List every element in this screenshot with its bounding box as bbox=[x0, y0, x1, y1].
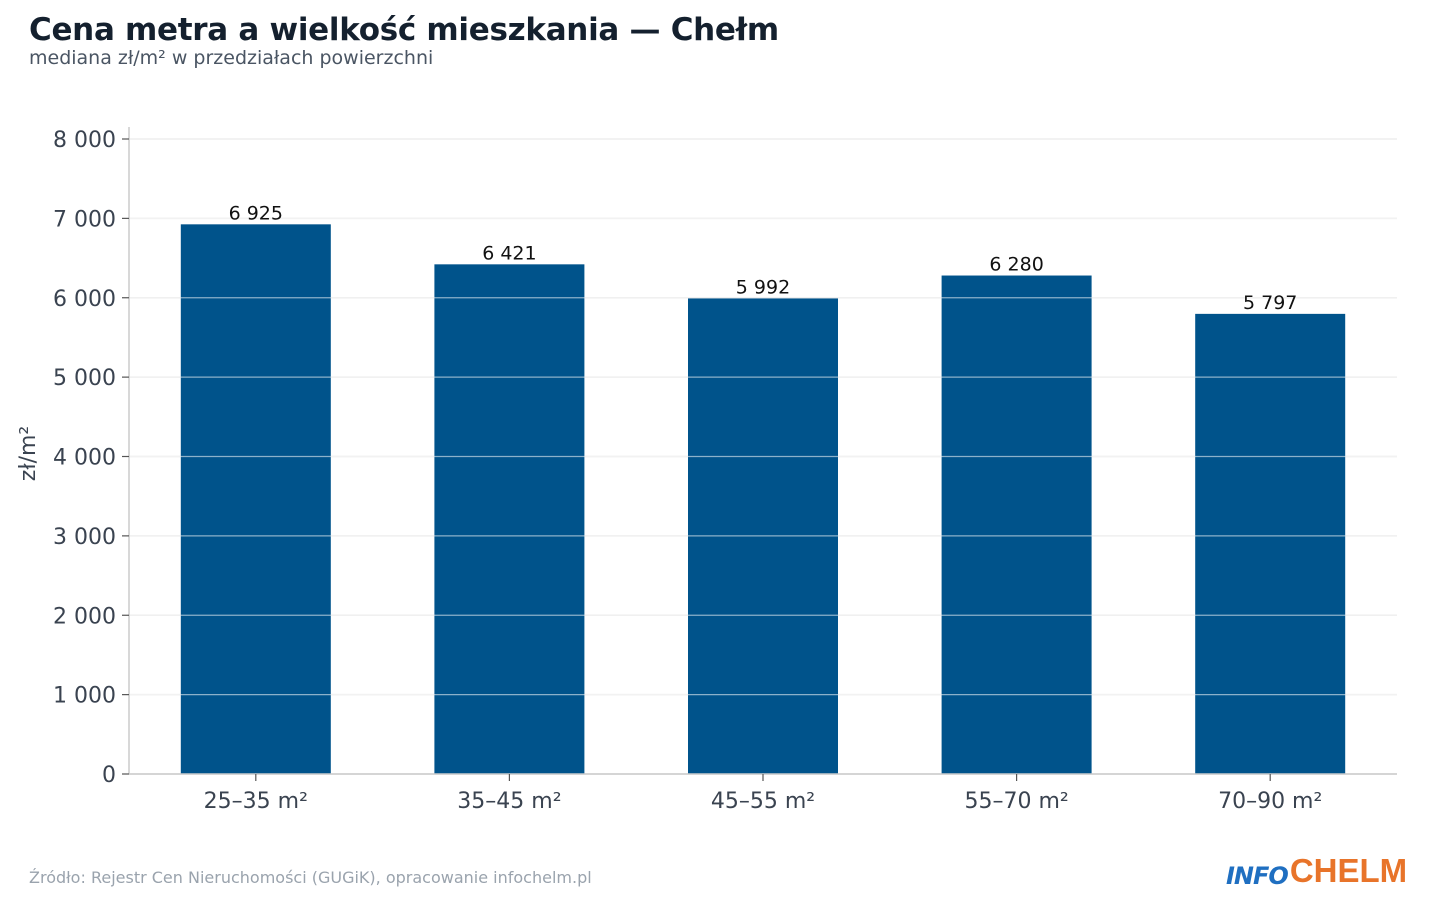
bar bbox=[434, 264, 585, 774]
y-tick-label: 5 000 bbox=[53, 366, 116, 391]
y-axis-title: zł/m² bbox=[16, 426, 41, 481]
data-label: 6 421 bbox=[482, 242, 536, 264]
y-tick-label: 7 000 bbox=[53, 207, 116, 232]
y-tick-label: 0 bbox=[102, 763, 116, 788]
data-label: 6 925 bbox=[229, 202, 283, 224]
y-tick-label: 4 000 bbox=[53, 446, 116, 471]
x-tick-label: 25–35 m² bbox=[204, 789, 308, 814]
bar bbox=[1195, 313, 1346, 774]
data-label: 6 280 bbox=[989, 254, 1043, 276]
y-tick-label: 2 000 bbox=[53, 604, 116, 629]
bar bbox=[180, 224, 331, 774]
y-tick-label: 6 000 bbox=[53, 287, 116, 312]
source-note: Źródło: Rejestr Cen Nieruchomości (GUGiK… bbox=[29, 868, 592, 887]
y-tick-label: 8 000 bbox=[53, 128, 116, 153]
bar bbox=[941, 275, 1092, 774]
y-tick-label: 1 000 bbox=[53, 684, 116, 709]
chart-title: Cena metra a wielkość mieszkania — Chełm bbox=[29, 12, 779, 48]
logo-info-text: INFO bbox=[1226, 862, 1289, 890]
x-tick-label: 45–55 m² bbox=[711, 789, 815, 814]
x-tick-label: 70–90 m² bbox=[1218, 789, 1322, 814]
y-tick-label: 3 000 bbox=[53, 525, 116, 550]
infochelm-logo: INFO CHELM bbox=[1226, 850, 1407, 890]
data-label: 5 797 bbox=[1243, 292, 1297, 314]
data-label: 5 992 bbox=[736, 276, 790, 298]
x-tick-label: 35–45 m² bbox=[457, 789, 561, 814]
logo-chelm-text: CHELM bbox=[1289, 852, 1408, 889]
x-tick-label: 55–70 m² bbox=[964, 789, 1068, 814]
chart-subtitle: mediana zł/m² w przedziałach powierzchni bbox=[29, 47, 434, 69]
